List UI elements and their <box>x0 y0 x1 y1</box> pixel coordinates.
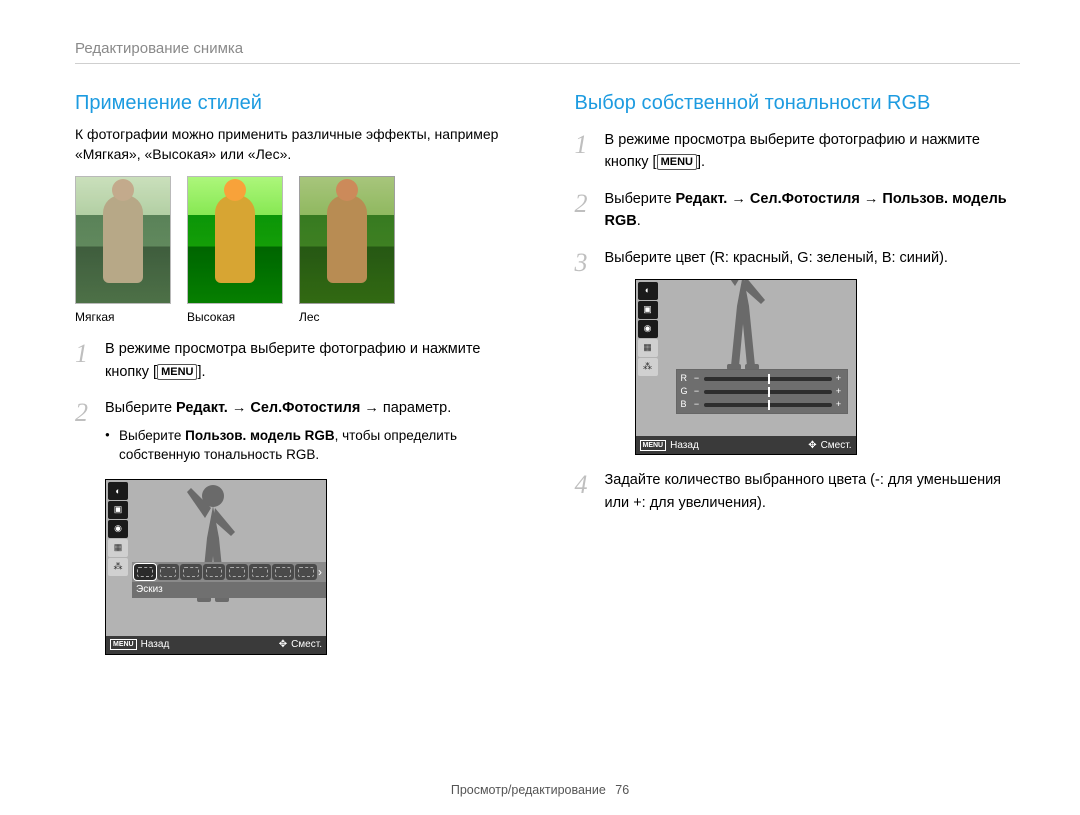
chevron-right-icon: › <box>318 565 324 579</box>
move-label: Смест. <box>291 639 322 650</box>
left-heading: Применение стилей <box>75 92 521 115</box>
mode-icon: ◉ <box>108 520 128 538</box>
step-text: Выберите <box>105 400 176 416</box>
step-text: Выберите цвет (R: красный, G: зеленый, B… <box>605 250 948 266</box>
dpad-icon: ✥ <box>279 639 287 650</box>
plus-icon: + <box>835 385 843 399</box>
back-label: Назад <box>670 438 699 454</box>
mode-icon: ◐ <box>108 482 128 500</box>
menu-badge: MENU <box>657 154 697 170</box>
minus-icon: − <box>693 372 701 386</box>
step-text: ]. <box>197 364 205 380</box>
right-heading: Выбор собственной тональности RGB <box>575 92 1021 115</box>
mode-icon: ⁂ <box>638 358 658 376</box>
slider-track <box>704 403 832 407</box>
right-steps: В режиме просмотра выберите фотографию и… <box>575 129 1021 514</box>
thumb-forest: Лес <box>299 176 395 324</box>
right-step-4: Задайте количество выбранного цвета (-: … <box>575 469 1021 514</box>
mode-icon: ▣ <box>108 501 128 519</box>
move-label: Смест. <box>821 438 852 454</box>
left-step-2-sub: Выберите Пользов. модель RGB, чтобы опре… <box>105 426 521 465</box>
lcd-styles: ◐ ▣ ◉ ▦ ⁂ <box>105 479 327 655</box>
left-intro: К фотографии можно применить различные э… <box>75 125 521 164</box>
channel-label: G <box>681 385 693 399</box>
mode-icon: ▦ <box>108 539 128 557</box>
minus-icon: − <box>693 385 701 399</box>
step-bold: Редакт. → Сел.Фотостиля <box>176 400 360 416</box>
rgb-row-r: R − + <box>681 372 843 385</box>
step-text: Выберите <box>605 191 676 207</box>
right-step-2: Выберите Редакт. → Сел.Фотостиля → Польз… <box>575 188 1021 233</box>
mode-icon: ◐ <box>638 282 658 300</box>
slider-track <box>704 377 832 381</box>
minus-icon: − <box>693 398 701 412</box>
left-steps: В режиме просмотра выберите фотографию и… <box>75 338 521 465</box>
menu-tag: MENU <box>110 639 137 650</box>
channel-label: R <box>681 372 693 386</box>
thumb-vivid: Высокая <box>187 176 283 324</box>
step-text: Задайте количество выбранного цвета (-: … <box>605 472 1002 510</box>
thumb-label: Высокая <box>187 310 283 324</box>
page-footer: Просмотр/редактирование 76 <box>0 783 1080 797</box>
thumb-label: Лес <box>299 310 395 324</box>
step-text: . <box>637 213 641 229</box>
mode-icon: ◉ <box>638 320 658 338</box>
left-step-1: В режиме просмотра выберите фотографию и… <box>75 338 521 383</box>
menu-tag: MENU <box>640 440 667 451</box>
lcd-rgb: ◐ ▣ ◉ ▦ ⁂ <box>635 279 857 455</box>
step-text: ]. <box>697 154 705 170</box>
menu-badge: MENU <box>157 364 197 380</box>
left-step-2: Выберите Редакт. → Сел.Фотостиля → парам… <box>75 397 521 465</box>
breadcrumb: Редактирование снимка <box>75 40 1020 64</box>
step-text: → параметр. <box>360 400 451 416</box>
plus-icon: + <box>835 372 843 386</box>
style-caption: Эскиз <box>132 582 326 598</box>
right-step-1: В режиме просмотра выберите фотографию и… <box>575 129 1021 174</box>
plus-icon: + <box>835 398 843 412</box>
back-label: Назад <box>141 639 170 650</box>
page-number: 76 <box>615 783 629 797</box>
left-column: Применение стилей К фотографии можно при… <box>75 92 521 655</box>
step-text: Выберите <box>119 428 185 443</box>
rgb-row-b: B − + <box>681 398 843 411</box>
right-column: Выбор собственной тональности RGB В режи… <box>575 92 1021 655</box>
side-icons: ◐ ▣ ◉ ▦ ⁂ <box>108 482 128 576</box>
mode-icon: ⁂ <box>108 558 128 576</box>
channel-label: B <box>681 398 693 412</box>
mode-icon: ▦ <box>638 339 658 357</box>
thumb-soft: Мягкая <box>75 176 171 324</box>
lcd-bottom-bar: MENU Назад ✥ Смест. <box>636 436 856 454</box>
slider-track <box>704 390 832 394</box>
footer-section: Просмотр/редактирование <box>451 783 606 797</box>
rgb-row-g: G − + <box>681 385 843 398</box>
thumb-label: Мягкая <box>75 310 171 324</box>
style-strip: › <box>132 562 326 582</box>
dpad-icon: ✥ <box>808 438 816 454</box>
side-icons: ◐ ▣ ◉ ▦ ⁂ <box>638 282 658 376</box>
lcd-bottom-bar: MENU Назад ✥ Смест. <box>106 636 326 654</box>
rgb-panel: R − + G − + <box>676 369 848 414</box>
right-step-3: Выберите цвет (R: красный, G: зеленый, B… <box>575 247 1021 455</box>
style-thumbnails: Мягкая Высокая Лес <box>75 176 521 324</box>
step-bold: Пользов. модель RGB <box>185 428 335 443</box>
mode-icon: ▣ <box>638 301 658 319</box>
